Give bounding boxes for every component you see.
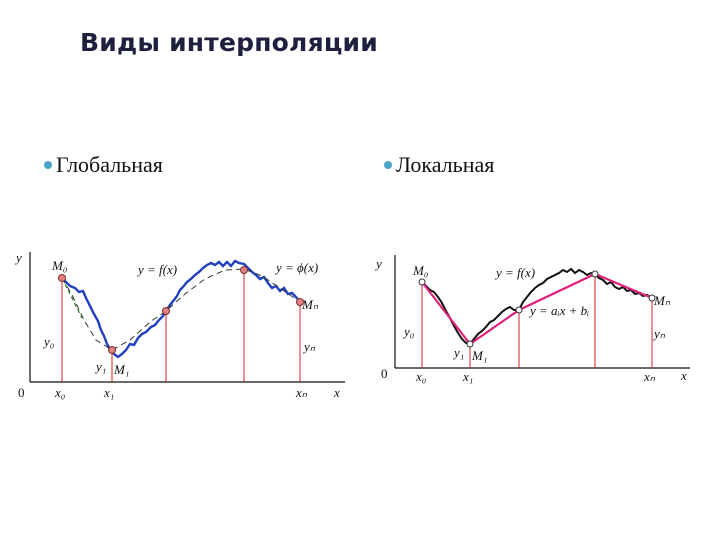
x1-label: x₁ (462, 369, 473, 384)
mn-label: Mₙ (653, 293, 671, 308)
function-curve (61, 259, 301, 359)
local-interpolation-diagram: y 0 x M₀ y₀ y₁ M₁ Mₙ yₙ x₀ x₁ xₙ y = f(x… (374, 255, 690, 384)
node-m1 (466, 340, 474, 348)
m0-label: M₀ (412, 263, 428, 278)
xn-label: xₙ (643, 369, 656, 384)
node-mn (296, 298, 304, 306)
bullet-global: Глобальная (44, 152, 163, 178)
bullet-dot-icon (44, 161, 52, 169)
linear-label: y = aᵢx + bᵢ (528, 303, 589, 318)
start-segment (61, 277, 83, 319)
node (591, 270, 599, 278)
m1-label: M₁ (113, 362, 129, 377)
m0-label: M₀ (51, 258, 67, 273)
y0-label: y₀ (42, 334, 54, 349)
bullet-dot-icon (384, 161, 392, 169)
node-mn (648, 294, 656, 302)
x1-label: x₁ (103, 385, 114, 400)
x0-label: x₀ (54, 385, 65, 400)
yn-label: yₙ (652, 326, 666, 341)
node (515, 306, 523, 314)
node (162, 307, 170, 315)
bullet-local-label: Локальная (396, 152, 495, 177)
node-m1 (108, 346, 116, 354)
y1-label: y₁ (452, 345, 464, 360)
page-title: Виды интерполяции (80, 28, 378, 57)
bullet-global-label: Глобальная (56, 152, 163, 177)
m1-label: M₁ (471, 348, 487, 363)
bullet-local: Локальная (384, 152, 494, 178)
xn-label: xₙ (295, 385, 308, 400)
node-m0 (58, 274, 66, 282)
node-m0 (418, 278, 426, 286)
function-curve (421, 267, 653, 346)
f-label: y = f(x) (494, 265, 535, 280)
x0-label: x₀ (415, 369, 426, 384)
x-axis-label: x (680, 368, 687, 383)
x-axis-label: x (333, 385, 340, 400)
mn-label: Mₙ (301, 297, 319, 312)
node (240, 266, 248, 274)
y0-label: y₀ (402, 324, 414, 339)
y1-label: y₁ (94, 359, 106, 374)
origin-label: 0 (381, 366, 388, 381)
yn-label: yₙ (302, 339, 316, 354)
origin-label: 0 (18, 385, 25, 400)
global-interpolation-diagram: y 0 x M₀ y₀ y₁ M₁ Mₙ yₙ x₀ x₁ xₙ y = f(x… (14, 250, 345, 400)
y-axis-label: y (14, 250, 22, 265)
f-label: y = f(x) (136, 262, 177, 277)
y-axis-label: y (374, 256, 382, 271)
phi-label: y = ϕ(x) (274, 260, 318, 275)
interpolation-polynomial (61, 268, 301, 351)
